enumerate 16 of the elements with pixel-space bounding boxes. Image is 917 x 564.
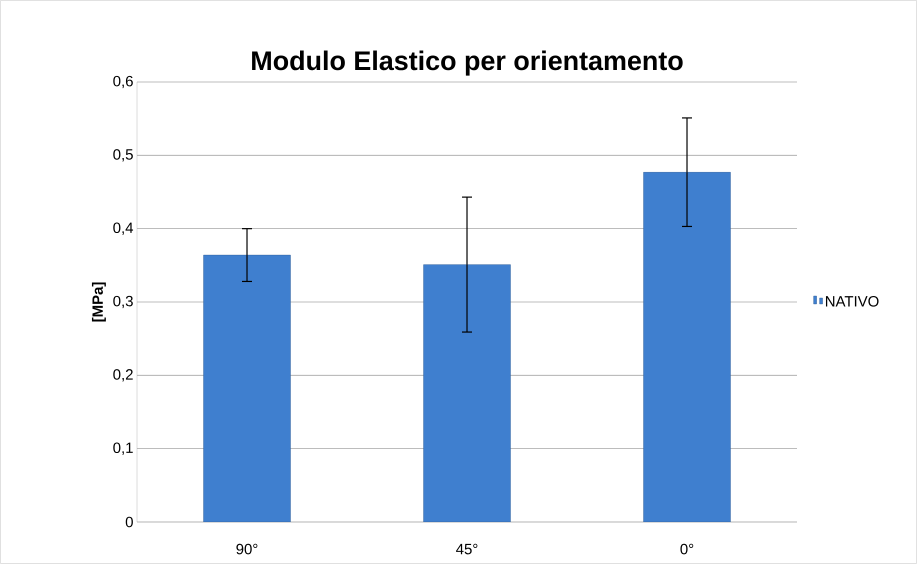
- y-tick-label: 0: [126, 516, 133, 528]
- y-tick-label: 0,3: [113, 296, 133, 308]
- y-tick-label: 0,1: [113, 442, 133, 455]
- bar: [203, 254, 291, 522]
- bar: [423, 264, 511, 522]
- y-tick-label: 0,5: [113, 149, 133, 162]
- x-tick-label: 0°: [680, 544, 694, 554]
- y-axis-title: [MPa]: [92, 282, 106, 322]
- x-tick-label: 90°: [236, 544, 258, 554]
- bar: [643, 172, 731, 522]
- y-tick-label: 0,2: [113, 369, 133, 382]
- y-tick-label: 0,4: [113, 222, 134, 235]
- y-tick-label: 0,6: [113, 76, 133, 88]
- chart-title: Modulo Elastico per orientamento: [252, 50, 683, 76]
- x-tick-label: 45°: [456, 544, 478, 554]
- legend-label: NATIVO: [826, 296, 879, 307]
